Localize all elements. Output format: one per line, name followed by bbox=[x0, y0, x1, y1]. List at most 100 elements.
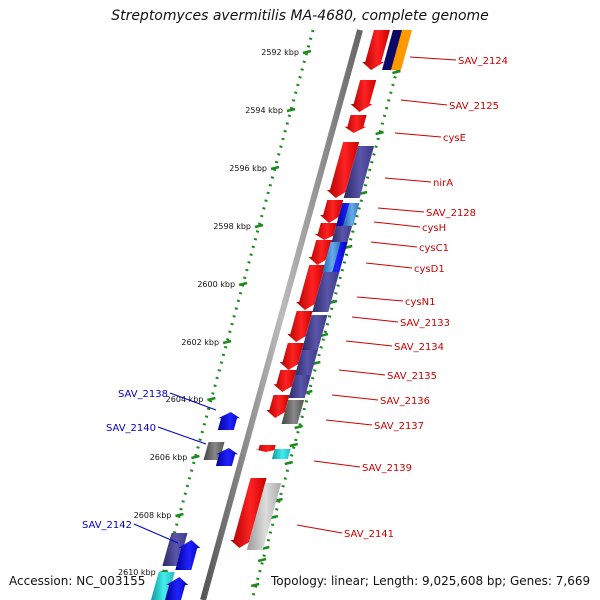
scale-tick-label: 2604 kbp bbox=[166, 395, 204, 404]
gene-feature-arrow[interactable] bbox=[322, 242, 341, 272]
gene-label-leader bbox=[394, 132, 442, 138]
gene-label[interactable]: cysN1 bbox=[405, 297, 435, 308]
scale-tick-label: 2610 kbp bbox=[118, 568, 156, 577]
gene-label[interactable]: SAV_2140 bbox=[106, 423, 156, 434]
gene-label[interactable]: SAV_2142 bbox=[82, 520, 132, 531]
gene-label-leader bbox=[325, 419, 373, 426]
gene-label-leader bbox=[370, 241, 418, 248]
gene-feature-arrow[interactable] bbox=[175, 540, 201, 570]
gene-label[interactable]: SAV_2134 bbox=[394, 342, 444, 353]
gene-label[interactable]: cysD1 bbox=[414, 264, 445, 275]
right-guide-line bbox=[250, 29, 410, 600]
gene-label-leader bbox=[338, 369, 386, 376]
scale-tick-label: 2608 kbp bbox=[134, 511, 172, 520]
gene-label-leader bbox=[409, 56, 457, 61]
genome-title: Streptomyces avermitilis MA-4680, comple… bbox=[111, 8, 489, 24]
gene-label-leader bbox=[157, 426, 207, 445]
gene-feature-arrow[interactable] bbox=[288, 375, 311, 398]
gene-feature-arrow[interactable] bbox=[296, 265, 326, 310]
gene-label[interactable]: SAV_2137 bbox=[374, 421, 424, 432]
gene-label-leader bbox=[169, 392, 217, 411]
genome-backbone bbox=[200, 29, 363, 600]
gene-label[interactable]: SAV_2138 bbox=[118, 389, 168, 400]
slot-tick bbox=[284, 460, 294, 466]
gene-label-leader bbox=[356, 296, 404, 302]
gene-label[interactable]: SAV_2125 bbox=[449, 101, 499, 112]
gene-feature-arrow[interactable] bbox=[362, 30, 390, 70]
gene-label[interactable]: cysH bbox=[422, 223, 446, 234]
gene-feature-arrow[interactable] bbox=[331, 226, 352, 242]
scale-tick bbox=[286, 107, 296, 113]
accession-text: Accession: NC_003155 bbox=[9, 574, 146, 588]
slot-tick bbox=[250, 582, 260, 588]
scale-tick-label: 2600 kbp bbox=[197, 280, 235, 289]
scale-tick-label: 2602 kbp bbox=[181, 338, 219, 347]
scale-tick-label: 2592 kbp bbox=[261, 48, 299, 57]
gene-features bbox=[151, 30, 412, 600]
gene-label[interactable]: SAV_2141 bbox=[344, 529, 394, 540]
gene-feature-arrow[interactable] bbox=[301, 315, 328, 350]
gene-label[interactable]: cysE bbox=[443, 133, 466, 144]
gene-label[interactable]: SAV_2136 bbox=[380, 396, 430, 407]
gene-feature-arrow[interactable] bbox=[162, 533, 188, 566]
gene-label-leader bbox=[351, 316, 399, 323]
scale-tick bbox=[222, 339, 232, 345]
gene-feature-arrow[interactable] bbox=[230, 478, 267, 548]
scale-tick bbox=[270, 165, 280, 171]
scale-tick-label: 2594 kbp bbox=[245, 106, 283, 115]
gene-label-leader bbox=[345, 340, 393, 347]
scale-tick bbox=[175, 512, 184, 518]
gene-label-leader bbox=[331, 394, 379, 401]
gene-labels: SAV_2124 SAV_2125 cysE nirA SAV_2128 cysH cysC… bbox=[82, 56, 508, 544]
gene-feature-arrow[interactable] bbox=[273, 370, 297, 392]
gene-label-leader bbox=[400, 99, 448, 106]
gene-feature-arrow[interactable] bbox=[266, 395, 290, 418]
gene-label[interactable]: SAV_2139 bbox=[362, 463, 412, 474]
scale-tick bbox=[254, 223, 264, 229]
gene-feature-arrow[interactable] bbox=[271, 449, 291, 459]
slot-tick bbox=[289, 442, 299, 448]
gene-feature-arrow[interactable] bbox=[350, 80, 377, 112]
gene-label[interactable]: SAV_2124 bbox=[458, 56, 508, 67]
scale-tick-label: 2606 kbp bbox=[150, 453, 188, 462]
scale-tick-label: 2596 kbp bbox=[229, 164, 267, 173]
gene-feature-arrow[interactable] bbox=[165, 577, 189, 600]
gene-label[interactable]: SAV_2133 bbox=[400, 318, 450, 329]
gene-label-leader bbox=[365, 262, 413, 269]
gene-label-leader bbox=[373, 221, 421, 228]
gene-feature-arrow[interactable] bbox=[391, 30, 412, 70]
gene-label-leader bbox=[133, 523, 179, 544]
gene-feature-arrow[interactable] bbox=[382, 30, 403, 70]
gene-feature-arrow[interactable] bbox=[343, 146, 375, 198]
gene-feature-arrow[interactable] bbox=[281, 400, 305, 424]
gene-label[interactable]: nirA bbox=[433, 178, 453, 189]
scale-tick bbox=[302, 49, 312, 55]
slot-tick bbox=[257, 557, 267, 563]
gene-feature-arrow[interactable] bbox=[314, 223, 337, 240]
gene-feature-arrow[interactable] bbox=[215, 448, 239, 466]
gene-label[interactable]: SAV_2128 bbox=[426, 208, 476, 219]
gene-label-leader bbox=[296, 524, 343, 534]
gene-label[interactable]: cysC1 bbox=[419, 243, 449, 254]
gene-label-leader bbox=[313, 460, 361, 468]
gene-feature-arrow[interactable] bbox=[295, 350, 318, 375]
scale-tick-label: 2598 kbp bbox=[213, 222, 251, 231]
gene-feature-arrow[interactable] bbox=[326, 142, 360, 198]
gene-feature-arrow[interactable] bbox=[320, 200, 344, 223]
gene-feature-arrow[interactable] bbox=[217, 412, 241, 430]
gene-feature-arrow[interactable] bbox=[246, 483, 282, 550]
scale-tick bbox=[191, 454, 200, 460]
gene-feature-arrow[interactable] bbox=[279, 343, 304, 370]
gene-feature-arrow[interactable] bbox=[344, 115, 367, 133]
gene-feature-arrow[interactable] bbox=[343, 203, 360, 226]
gene-label[interactable]: SAV_2135 bbox=[387, 371, 437, 382]
gene-feature-arrow[interactable] bbox=[312, 272, 340, 312]
gene-feature-arrow[interactable] bbox=[255, 445, 278, 452]
slot-tick bbox=[392, 69, 401, 75]
slot-tick bbox=[294, 424, 303, 430]
scale-tick bbox=[207, 396, 216, 402]
scale-tick bbox=[238, 281, 248, 287]
gene-label-leader bbox=[384, 177, 432, 183]
